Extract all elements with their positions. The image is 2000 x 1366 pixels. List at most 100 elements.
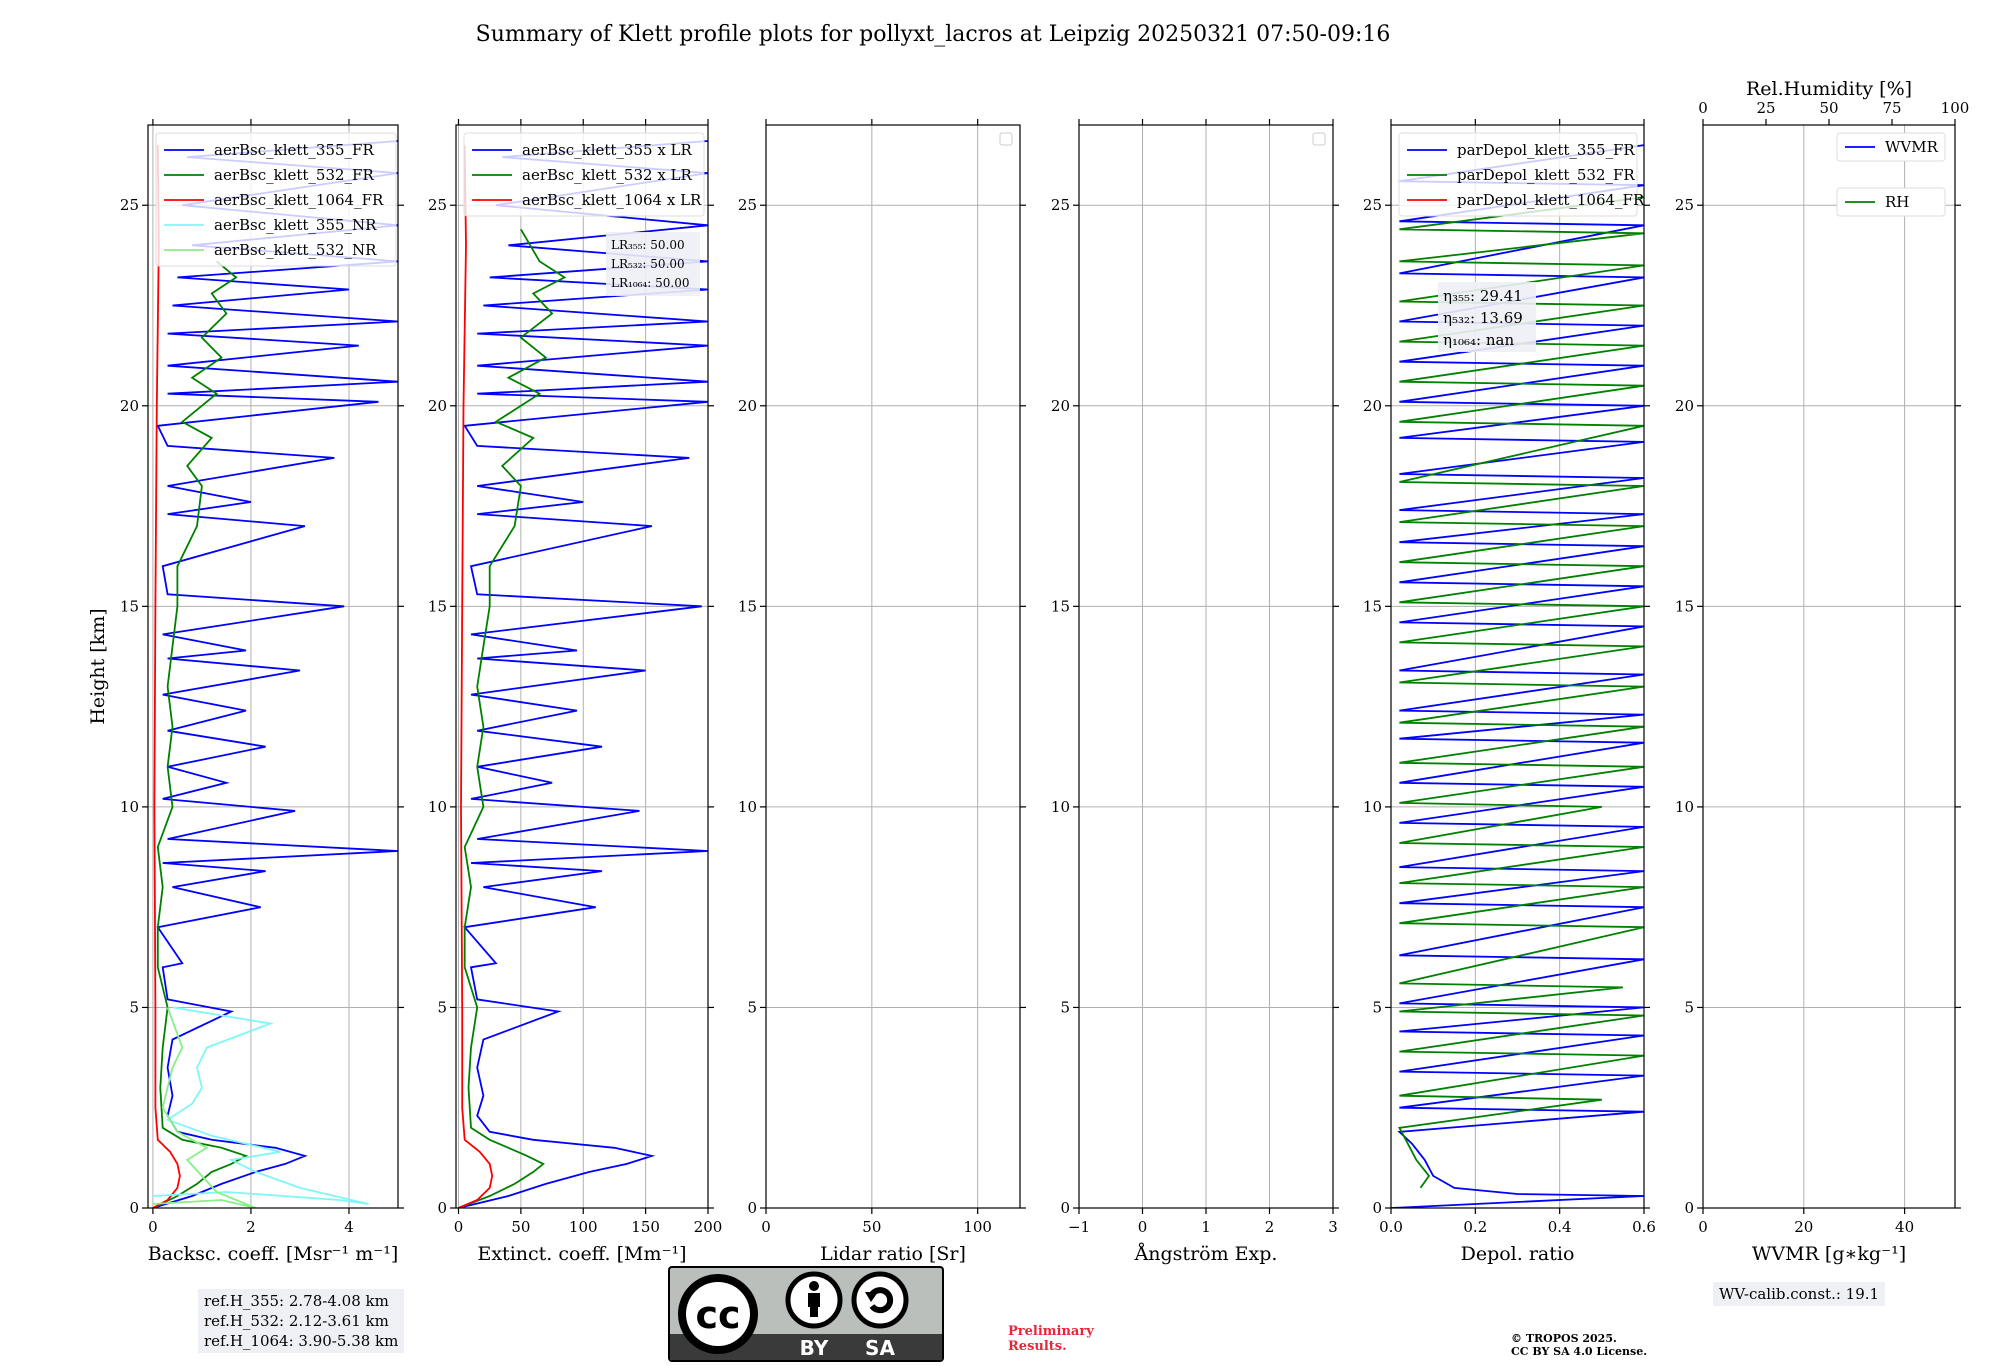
y-tick-label: 10: [428, 798, 447, 816]
y-tick-label: 10: [1675, 798, 1694, 816]
y-tick-label: 5: [1060, 998, 1070, 1016]
series-line-aerBsc_klett_1064 x LR: [458, 145, 494, 1208]
y-tick-label: 5: [747, 998, 757, 1016]
lidar-ratio-info-box: [606, 232, 700, 296]
cc-by-label: BY: [800, 1336, 829, 1360]
axes-frame: [765, 124, 1021, 1209]
y-tick-label: 0: [1060, 1199, 1070, 1217]
legend-box: [463, 132, 705, 217]
eta-eta355: η₃₅₅: 29.41: [1443, 287, 1523, 305]
y-tick-label: 5: [1684, 998, 1694, 1016]
y-tick-label: 0: [747, 1199, 757, 1217]
ref-height-355: ref.H_355: 2.78-4.08 km: [204, 1292, 389, 1310]
series-line-aerBsc_klett_355 x LR: [458, 140, 708, 1208]
x-tick-label: 0: [148, 1218, 158, 1236]
copyright-line1: © TROPOS 2025.: [1511, 1332, 1617, 1345]
y-tick-label: 15: [1675, 597, 1694, 615]
x-tick-label: 0: [1138, 1218, 1148, 1236]
y-tick-label: 15: [738, 597, 757, 615]
legend: aerBsc_klett_355 x LR aerBsc_klett_532 x …: [463, 132, 705, 217]
y-tick-label: 25: [428, 196, 447, 214]
x-tick-label: 100: [569, 1218, 598, 1236]
preliminary-line1: Preliminary: [1008, 1324, 1094, 1339]
x-tick-label: 50: [862, 1218, 881, 1236]
y-tick-label: 15: [120, 597, 139, 615]
legend-label: aerBsc_klett_532_FR: [214, 166, 374, 184]
x-axis-label: Backsc. coeff. [Msr⁻¹ m⁻¹]: [148, 1243, 399, 1265]
legend: parDepol_klett_355_FR parDepol_klett_532_…: [1398, 132, 1645, 217]
legend-label: parDepol_klett_1064_FR: [1457, 191, 1645, 209]
legend-label: RH: [1885, 193, 1909, 211]
y-tick-label: 20: [120, 397, 139, 415]
y-tick-label: 15: [1051, 597, 1070, 615]
top-x-tick-label: 25: [1756, 99, 1775, 117]
y-axis-label: Height [km]: [87, 608, 109, 724]
y-tick-label: 5: [129, 998, 139, 1016]
y-tick-label: 25: [1675, 196, 1694, 214]
cc-by-sa-badge: cc BY SA: [668, 1266, 944, 1362]
ref-height-1064: ref.H_1064: 3.90-5.38 km: [204, 1332, 399, 1350]
empty-legend-box: [999, 132, 1013, 146]
series-line-aerBsc_klett_532 x LR: [458, 228, 567, 1208]
panel-lidar_ratio: 0 50 100 0 5 10 15 20 25 Lidar ratio [Sr]: [738, 119, 1026, 1265]
y-tick-label: 25: [738, 196, 757, 214]
y-tick-label: 10: [1051, 798, 1070, 816]
top-x-tick-label: 75: [1882, 99, 1901, 117]
x-tick-label: 2: [246, 1218, 256, 1236]
x-axis-label: Depol. ratio: [1461, 1243, 1575, 1265]
preliminary-note: Preliminary Results.: [1008, 1324, 1094, 1354]
series-line-aerBsc_klett_532_FR: [152, 260, 249, 1208]
legend-label: aerBsc_klett_355_NR: [214, 216, 377, 234]
x-tick-label: 0.0: [1379, 1218, 1403, 1236]
legend-box: [1398, 132, 1638, 217]
x-tick-label: 20: [1794, 1218, 1813, 1236]
y-tick-label: 15: [1363, 597, 1382, 615]
y-tick-label: 0: [129, 1199, 139, 1217]
wv-calib-info-box: WV-calib.const.: 19.1: [1713, 1282, 1886, 1306]
series-line-aerBsc_klett_1064_FR: [152, 145, 181, 1208]
x-tick-label: 40: [1895, 1218, 1914, 1236]
eta-eta1064: η₁₀₆₄: nan: [1443, 331, 1514, 349]
x-tick-label: −1: [1068, 1218, 1090, 1236]
y-tick-label: 0: [1684, 1199, 1694, 1217]
preliminary-line2: Results.: [1008, 1339, 1067, 1354]
y-tick-label: 5: [437, 998, 447, 1016]
lidar-ratio-lr1064: LR₁₀₆₄: 50.00: [611, 276, 689, 290]
panel-depolarization: 0.0 0.2 0.4 0.6 0 5 10 15 20 25 Depol. ratio parDep…: [1363, 119, 1656, 1265]
eta-info-box: [1438, 282, 1536, 352]
legend-label: aerBsc_klett_1064_FR: [214, 191, 384, 209]
top-x-axis-label: Rel.Humidity [%]: [1746, 78, 1912, 100]
lidar-ratio-lr532: LR₅₃₂: 50.00: [611, 257, 685, 271]
legend-box: [155, 132, 397, 267]
y-tick-label: 5: [1372, 998, 1382, 1016]
legend-label: parDepol_klett_355_FR: [1457, 141, 1635, 159]
y-tick-label: 20: [1051, 397, 1070, 415]
legend-label: WVMR: [1885, 138, 1939, 156]
y-tick-label: 10: [738, 798, 757, 816]
series-line-aerBsc_klett_355_NR: [152, 1006, 369, 1205]
x-axis-label: WVMR [g∗kg⁻¹]: [1752, 1243, 1906, 1265]
axes-frame: [455, 124, 709, 1209]
top-x-tick-label: 100: [1941, 99, 1970, 117]
x-axis-label: Lidar ratio [Sr]: [820, 1243, 966, 1265]
series-line-aerBsc_klett_355_FR: [152, 140, 398, 1208]
wv-calib-const: WV-calib.const.: 19.1: [1719, 1285, 1880, 1303]
axes-frame: [147, 124, 399, 1209]
copyright-note: © TROPOS 2025. CC BY SA 4.0 License.: [1511, 1332, 1647, 1358]
legend-box: [1836, 132, 1946, 162]
x-tick-label: 0: [1698, 1218, 1708, 1236]
y-tick-label: 20: [738, 397, 757, 415]
empty-legend-box: [1312, 132, 1326, 146]
legend: WVMR RH: [1836, 132, 1946, 217]
panel-backscatter: 0 2 4 0 5 10 15 20 25 Backsc. coeff. [Msr⁻¹ m⁻¹] H…: [87, 119, 404, 1265]
x-tick-label: 0.2: [1463, 1218, 1487, 1236]
x-tick-label: 4: [344, 1218, 354, 1236]
x-tick-label: 2: [1265, 1218, 1275, 1236]
x-tick-label: 0: [761, 1218, 771, 1236]
figure-title: Summary of Klett profile plots for polly…: [475, 22, 1391, 47]
legend-label: parDepol_klett_532_FR: [1457, 166, 1635, 184]
y-tick-label: 10: [1363, 798, 1382, 816]
x-tick-label: 150: [631, 1218, 660, 1236]
y-tick-label: 15: [428, 597, 447, 615]
